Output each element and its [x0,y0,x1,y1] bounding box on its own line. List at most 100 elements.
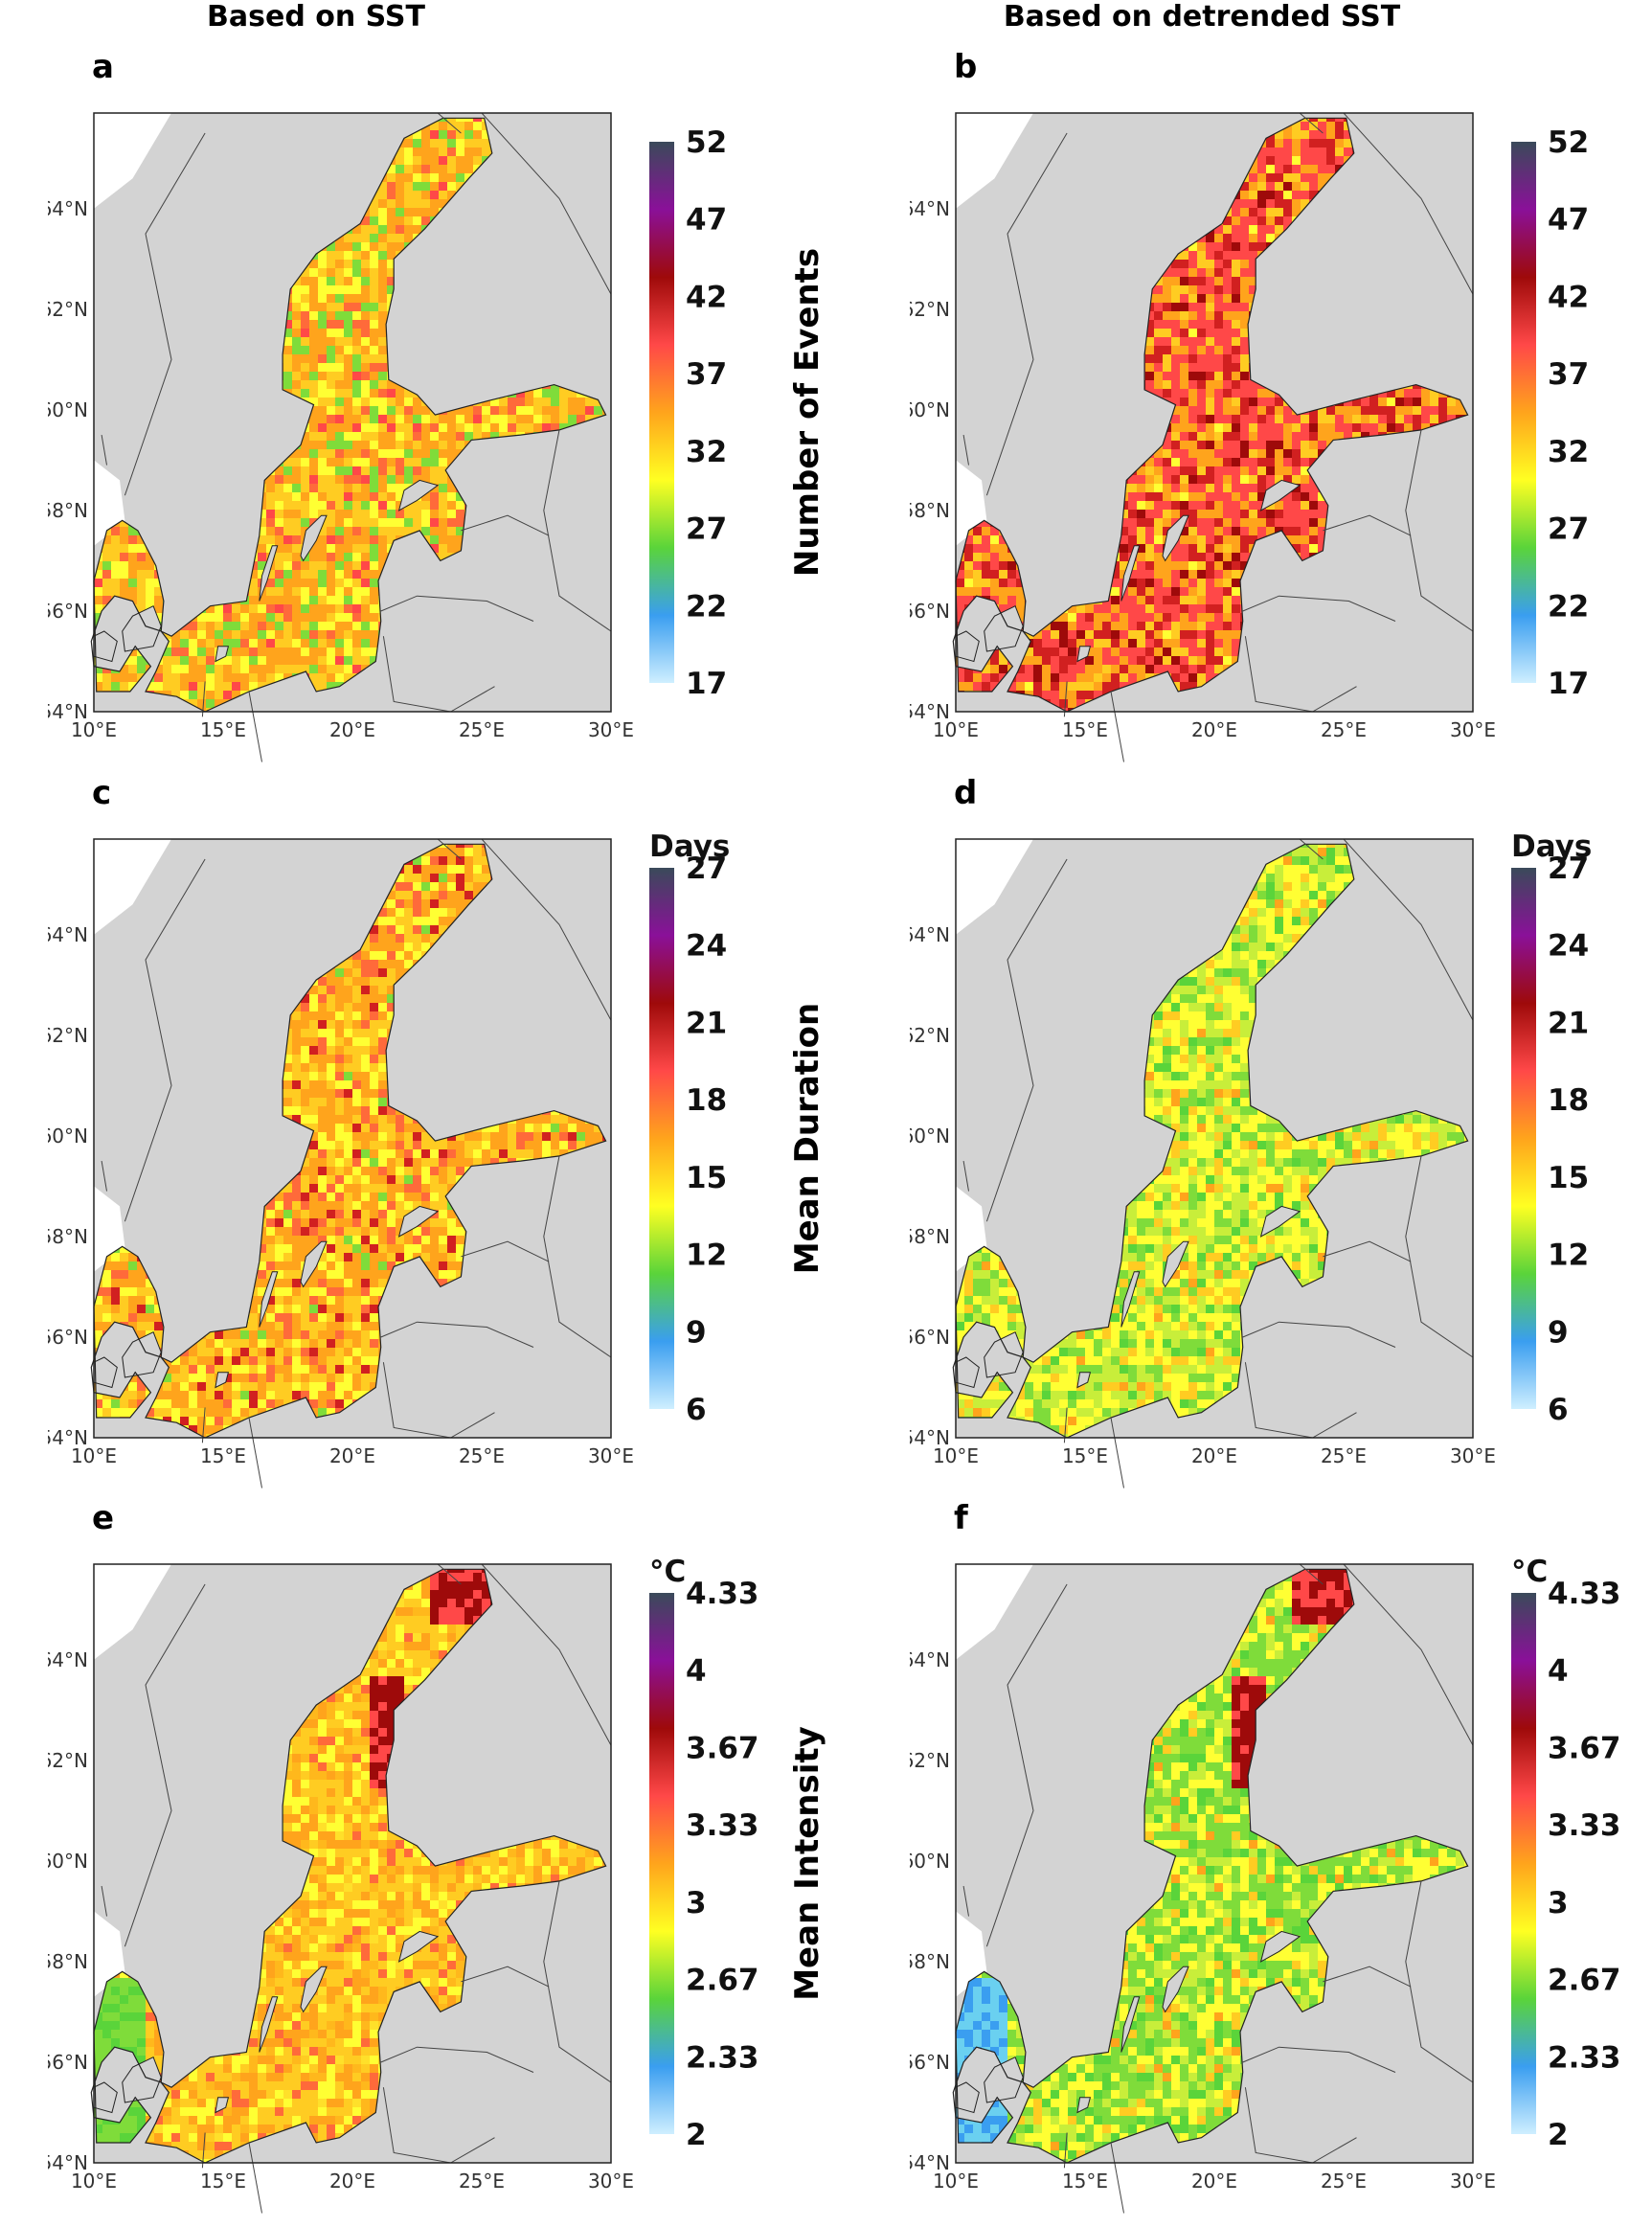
colorbar-label: Number of Events [788,248,826,577]
x-tick-label: 25°E [1321,2170,1367,2193]
y-tick-label: 64°N [48,923,88,946]
colorbar-tick-label: 3.67 [686,1731,759,1765]
colorbar-tick-label: 3.33 [686,1808,759,1843]
panel-e: e10°E15°E20°E25°E30°E54°N56°N58°N60°N62°… [48,1499,871,2227]
y-tick-label: 62°N [910,298,950,321]
colorbar [649,868,674,1409]
panel-a: a10°E15°E20°E25°E30°E54°N56°N58°N60°N62°… [48,48,871,776]
colorbar [1511,1593,1536,2134]
y-tick-label: 60°N [48,398,88,421]
colorbar-tick-label: 3.67 [1548,1731,1621,1765]
y-tick-label: 62°N [48,1749,88,1772]
y-tick-label: 54°N [910,2151,950,2174]
colorbar-tick-label: 2 [686,2118,707,2152]
map-f: 10°E15°E20°E25°E30°E54°N56°N58°N60°N62°N… [910,1499,1652,2227]
x-tick-label: 25°E [1321,718,1367,741]
y-tick-label: 60°N [48,1125,88,1148]
y-tick-label: 62°N [910,1749,950,1772]
x-tick-label: 15°E [200,718,246,741]
y-tick-label: 64°N [48,1648,88,1671]
y-tick-label: 56°N [48,2051,88,2074]
y-tick-label: 54°N [48,1426,88,1449]
y-tick-label: 58°N [910,499,950,522]
colorbar-tick-label: 12 [1548,1238,1589,1273]
colorbar-tick-label: 4.33 [686,1577,759,1611]
colorbar-tick-label: 17 [1548,667,1589,701]
panel-b: b10°E15°E20°E25°E30°E54°N56°N58°N60°N62°… [910,48,1652,776]
colorbar-tick-label: 2.33 [1548,2040,1621,2075]
colorbar-tick-label: 22 [1548,589,1589,624]
colorbar [1511,142,1536,683]
x-tick-label: 15°E [1062,2170,1108,2193]
colorbar-tick-label: 15 [686,1161,727,1195]
x-tick-label: 20°E [1191,2170,1237,2193]
x-tick-label: 25°E [459,718,505,741]
colorbar-tick-label: 52 [686,125,727,160]
x-tick-label: 30°E [1450,718,1496,741]
x-tick-label: 20°E [329,2170,375,2193]
colorbar-unit: °C [1511,1555,1548,1589]
y-tick-label: 60°N [910,398,950,421]
colorbar-tick-label: 2 [1548,2118,1569,2152]
map-a: 10°E15°E20°E25°E30°E54°N56°N58°N60°N62°N… [48,48,871,776]
panel-c: c10°E15°E20°E25°E30°E54°N56°N58°N60°N62°… [48,774,871,1502]
map-c: 10°E15°E20°E25°E30°E54°N56°N58°N60°N62°N… [48,774,871,1502]
x-tick-label: 15°E [200,1444,246,1467]
colorbar-label: Mean Intensity [788,1726,826,2001]
colorbar [649,1593,674,2134]
colorbar-tick-label: 2.33 [686,2040,759,2075]
y-tick-label: 54°N [910,700,950,723]
colorbar-unit: Days [649,829,730,864]
x-tick-label: 15°E [1062,718,1108,741]
panel-f: f10°E15°E20°E25°E30°E54°N56°N58°N60°N62°… [910,1499,1652,2227]
y-tick-label: 58°N [910,1225,950,1248]
y-tick-label: 54°N [910,1426,950,1449]
colorbar [649,142,674,683]
colorbar-tick-label: 27 [1548,512,1589,547]
column-title-sst: Based on SST [0,0,651,34]
colorbar-tick-label: 42 [1548,280,1589,314]
colorbar-tick-label: 24 [1548,929,1589,964]
map-d: 10°E15°E20°E25°E30°E54°N56°N58°N60°N62°N… [910,774,1652,1502]
y-tick-label: 58°N [910,1950,950,1973]
y-tick-label: 54°N [48,700,88,723]
x-tick-label: 30°E [1450,1444,1496,1467]
colorbar-tick-label: 52 [1548,125,1589,160]
x-tick-label: 30°E [588,1444,634,1467]
x-tick-label: 30°E [588,2170,634,2193]
colorbar-tick-label: 32 [686,435,727,469]
colorbar-tick-label: 6 [686,1393,707,1427]
colorbar-tick-label: 47 [686,203,727,238]
colorbar-tick-label: 18 [686,1083,727,1118]
y-tick-label: 58°N [48,499,88,522]
x-tick-label: 20°E [329,1444,375,1467]
y-tick-label: 62°N [48,1024,88,1047]
x-tick-label: 20°E [1191,1444,1237,1467]
y-tick-label: 62°N [910,1024,950,1047]
y-tick-label: 60°N [910,1125,950,1148]
y-tick-label: 62°N [48,298,88,321]
y-tick-label: 64°N [910,923,950,946]
colorbar-tick-label: 37 [1548,357,1589,392]
colorbar-tick-label: 17 [686,667,727,701]
y-tick-label: 56°N [48,1326,88,1349]
y-tick-label: 64°N [910,1648,950,1671]
x-tick-label: 15°E [1062,1444,1108,1467]
colorbar-tick-label: 21 [1548,1006,1589,1040]
colorbar-tick-label: 3.33 [1548,1808,1621,1843]
colorbar-tick-label: 4.33 [1548,1577,1621,1611]
colorbar-tick-label: 9 [1548,1315,1569,1350]
x-tick-label: 15°E [200,2170,246,2193]
y-tick-label: 58°N [48,1950,88,1973]
colorbar-tick-label: 27 [686,512,727,547]
x-tick-label: 25°E [459,1444,505,1467]
colorbar-tick-label: 3 [1548,1886,1569,1920]
colorbar-tick-label: 24 [686,929,727,964]
colorbar-tick-label: 21 [686,1006,727,1040]
colorbar-tick-label: 9 [686,1315,707,1350]
y-tick-label: 56°N [910,2051,950,2074]
colorbar-tick-label: 6 [1548,1393,1569,1427]
y-tick-label: 60°N [48,1850,88,1873]
x-tick-label: 25°E [1321,1444,1367,1467]
colorbar-tick-label: 12 [686,1238,727,1273]
